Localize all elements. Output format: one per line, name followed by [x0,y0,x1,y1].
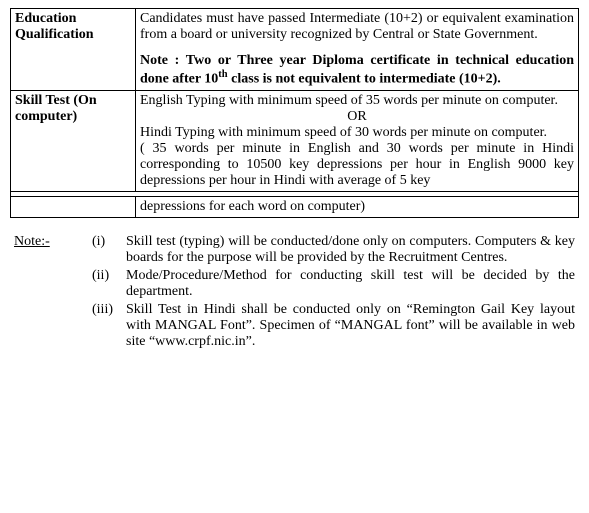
edu-label-l1: Education [15,11,76,26]
note-num: (ii) [92,268,126,300]
skill-or: OR [140,109,574,125]
edu-note-suffix: class is not equivalent to intermediate … [228,72,501,87]
skill-content-cell: English Typing with minimum speed of 35 … [136,90,579,191]
note-num: (i) [92,234,126,266]
edu-note-sup: th [218,69,227,80]
skill-label-l1: Skill Test (On [15,93,97,108]
note-item: Note:- (i) Skill test (typing) will be c… [14,234,575,266]
notes-section: Note:- (i) Skill test (typing) will be c… [10,234,579,350]
table-row: depressions for each word on computer) [11,196,579,217]
note-text: Skill test (typing) will be conducted/do… [126,234,575,266]
notes-prefix: Note:- [14,234,92,266]
skill-label-cell: Skill Test (On computer) [11,90,136,191]
edu-label-cell: Education Qualification [11,9,136,91]
table-row: Education Qualification Candidates must … [11,9,579,91]
note-text: Mode/Procedure/Method for conducting ski… [126,268,575,300]
edu-para: Candidates must have passed Intermediate… [140,11,574,43]
edu-label-l2: Qualification [15,27,94,42]
note-item: (ii) Mode/Procedure/Method for conductin… [14,268,575,300]
note-num: (iii) [92,302,126,350]
note-text: Skill Test in Hindi shall be conducted o… [126,302,575,350]
table-row: Skill Test (On computer) English Typing … [11,90,579,191]
note-item: (iii) Skill Test in Hindi shall be condu… [14,302,575,350]
skill-label-l2: computer) [15,109,77,124]
dangle-text-cell: depressions for each word on computer) [136,196,579,217]
skill-detail: ( 35 words per minute in English and 30 … [140,141,574,189]
skill-eng: English Typing with minimum speed of 35 … [140,93,574,109]
requirements-table: Education Qualification Candidates must … [10,8,579,218]
edu-content-cell: Candidates must have passed Intermediate… [136,9,579,91]
skill-hin: Hindi Typing with minimum speed of 30 wo… [140,125,574,141]
dangle-empty-cell [11,196,136,217]
edu-note: Note : Two or Three year Diploma certifi… [140,53,574,88]
